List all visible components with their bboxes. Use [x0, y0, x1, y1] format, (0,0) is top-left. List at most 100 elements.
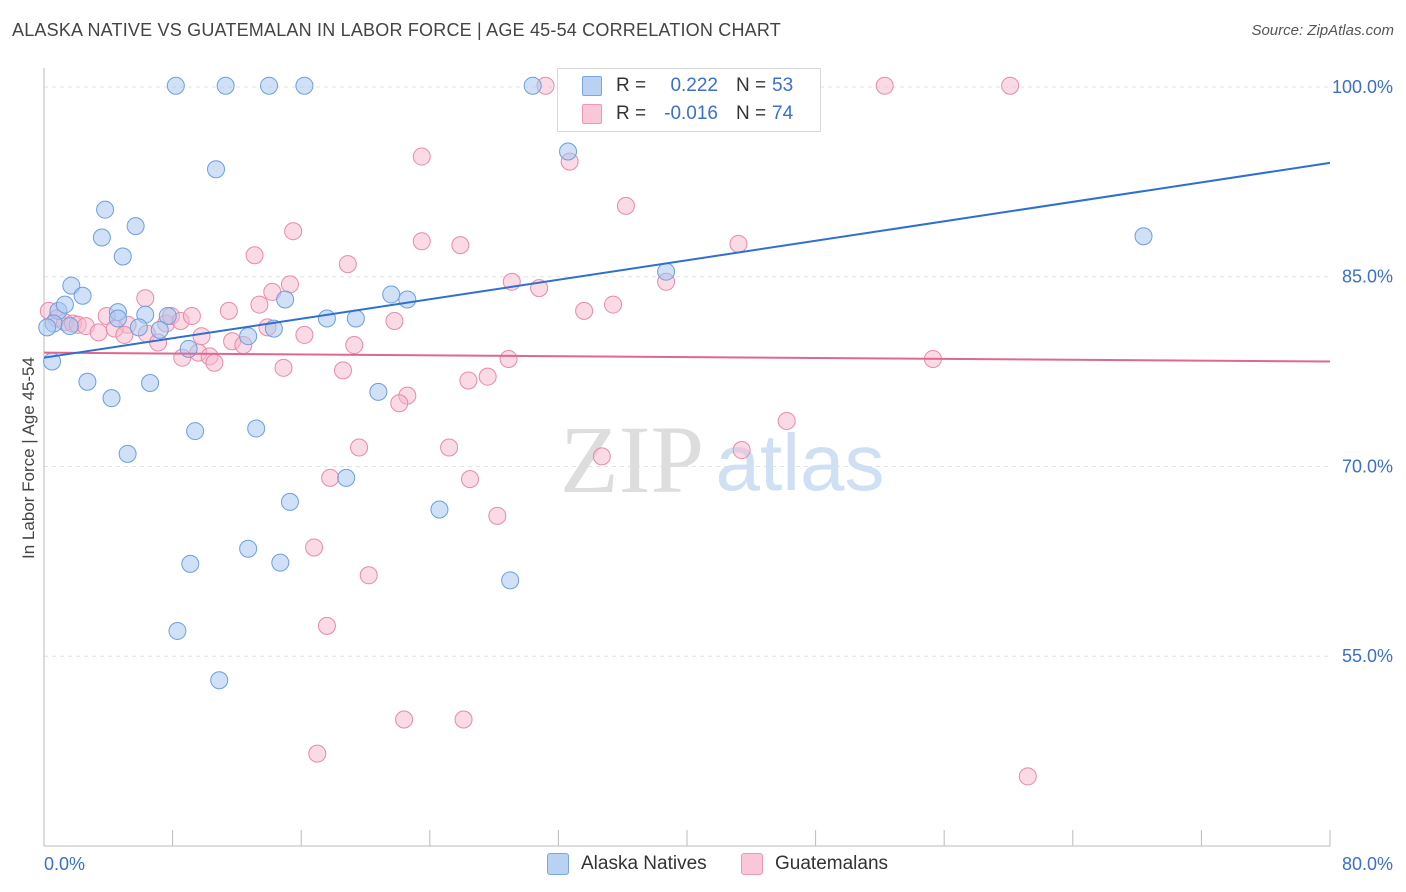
data-point-alaska-natives	[108, 309, 127, 328]
data-point-alaska-natives	[271, 553, 290, 572]
data-point-alaska-natives	[102, 389, 121, 408]
data-point-alaska-natives	[141, 373, 160, 392]
data-point-alaska-natives	[210, 671, 229, 690]
data-point-alaska-natives	[62, 276, 81, 295]
data-point-alaska-natives	[346, 309, 365, 328]
data-point-guatemalans	[412, 232, 431, 251]
legend-n-label: N =	[736, 103, 767, 124]
data-point-alaska-natives	[55, 295, 74, 314]
data-point-alaska-natives	[523, 76, 542, 95]
data-point-guatemalans	[440, 438, 459, 457]
data-point-guatemalans	[345, 336, 364, 355]
chart-title: ALASKA NATIVE VS GUATEMALAN IN LABOR FOR…	[12, 20, 781, 40]
data-point-alaska-natives	[78, 372, 97, 391]
data-point-alaska-natives	[239, 539, 258, 558]
data-point-guatemalans	[478, 367, 497, 386]
data-point-guatemalans	[280, 275, 299, 294]
data-point-alaska-natives	[181, 554, 200, 573]
y-axis-label: In Labor Force | Age 45-54	[19, 357, 38, 559]
data-point-alaska-natives	[239, 327, 258, 346]
trendline-guatemalans	[43, 351, 1331, 363]
data-point-alaska-natives	[317, 309, 336, 328]
data-point-guatemalans	[308, 744, 327, 763]
data-point-alaska-natives	[1134, 227, 1153, 246]
data-point-alaska-natives	[38, 318, 57, 337]
gridlines	[44, 86, 1330, 657]
x-tick-label: 80.0%	[1342, 854, 1393, 874]
data-point-alaska-natives	[92, 228, 111, 247]
data-point-guatemalans	[395, 710, 414, 729]
data-point-alaska-natives	[501, 571, 520, 590]
watermark-zip: ZIP	[560, 406, 704, 513]
watermark-atlas: atlas	[716, 418, 885, 507]
data-point-guatemalans	[459, 371, 478, 390]
data-point-alaska-natives	[150, 320, 169, 339]
y-tick-label: 55.0%	[1342, 646, 1393, 666]
legend-r-label: R =	[616, 103, 647, 124]
bottom-legend-guatemalans: Guatemalans	[741, 852, 888, 876]
data-point-guatemalans	[250, 295, 269, 314]
data-point-guatemalans	[89, 323, 108, 342]
data-point-alaska-natives	[430, 500, 449, 519]
legend-swatch-pink	[582, 104, 602, 124]
legend-n-value: 53	[772, 75, 794, 96]
axes	[43, 68, 1331, 847]
data-point-alaska-natives	[382, 285, 401, 304]
legend-r-value: -0.016	[664, 103, 718, 124]
data-point-guatemalans	[205, 353, 224, 372]
data-point-guatemalans	[1018, 767, 1037, 786]
x-tick-labels: 0.0% 80.0%	[44, 854, 1393, 874]
series-alaska-natives	[38, 76, 1153, 690]
legend-n-label: N =	[736, 75, 767, 96]
data-point-guatemalans	[732, 441, 751, 460]
data-point-alaska-natives	[179, 339, 198, 358]
data-point-guatemalans	[488, 506, 507, 525]
stats-legend: R = 0.222 N = 53 R = -0.016 N = 74	[557, 68, 821, 132]
data-point-guatemalans	[245, 246, 264, 265]
data-point-alaska-natives	[207, 160, 226, 179]
data-point-guatemalans	[1001, 76, 1020, 95]
data-point-guatemalans	[305, 538, 324, 557]
data-point-alaska-natives	[126, 217, 145, 236]
data-point-guatemalans	[317, 616, 336, 635]
data-point-alaska-natives	[96, 200, 115, 219]
source-label: Source: ZipAtlas.com	[1251, 22, 1394, 39]
data-point-alaska-natives	[559, 142, 578, 161]
data-point-guatemalans	[350, 438, 369, 457]
data-point-guatemalans	[333, 361, 352, 380]
bottom-legend-swatch-pink	[741, 853, 763, 875]
data-point-alaska-natives	[657, 262, 676, 281]
data-point-guatemalans	[390, 394, 409, 413]
data-point-guatemalans	[338, 255, 357, 274]
data-point-guatemalans	[192, 327, 211, 346]
data-point-guatemalans	[136, 289, 155, 308]
data-point-alaska-natives	[247, 419, 266, 438]
data-point-guatemalans	[115, 325, 134, 344]
data-point-alaska-natives	[118, 444, 137, 463]
y-tick-label: 100.0%	[1332, 77, 1393, 97]
legend-n-value: 74	[772, 103, 794, 124]
y-tick-label: 70.0%	[1342, 456, 1393, 476]
data-point-guatemalans	[575, 301, 594, 320]
data-point-alaska-natives	[60, 317, 79, 336]
bottom-legend-swatch-blue	[547, 853, 569, 875]
data-point-guatemalans	[616, 196, 635, 215]
data-point-guatemalans	[592, 447, 611, 466]
data-point-guatemalans	[295, 325, 314, 344]
data-point-alaska-natives	[398, 290, 417, 309]
data-point-guatemalans	[454, 710, 473, 729]
bottom-legend-alaska-natives: Alaska Natives	[547, 852, 707, 876]
trendline-alaska-natives	[43, 161, 1331, 359]
data-point-guatemalans	[460, 470, 479, 489]
data-point-alaska-natives	[276, 290, 295, 309]
data-point-alaska-natives	[129, 318, 148, 337]
data-point-alaska-natives	[158, 306, 177, 325]
data-point-guatemalans	[321, 468, 340, 487]
legend-r-value: 0.222	[670, 75, 718, 96]
x-tick-label: 0.0%	[44, 854, 85, 874]
data-point-alaska-natives	[216, 76, 235, 95]
data-point-alaska-natives	[73, 286, 92, 305]
y-tick-labels: 55.0% 70.0% 85.0% 100.0%	[1332, 77, 1393, 666]
data-point-guatemalans	[451, 236, 470, 255]
